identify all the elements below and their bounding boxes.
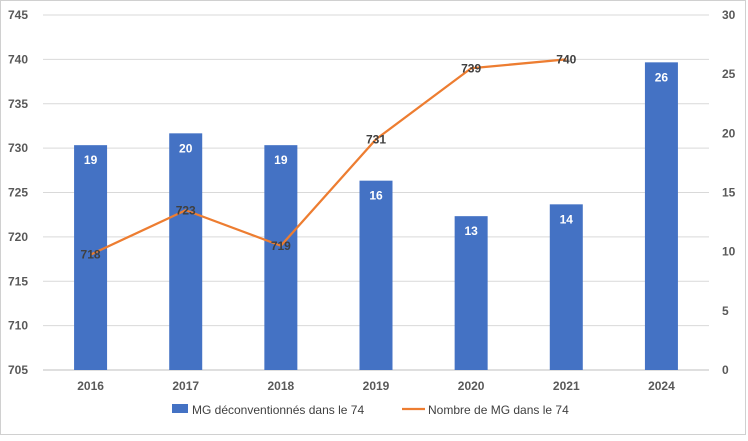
axes: 705 710 715 720 725 730 735 740 745 0 5 10 15 20 25 30 2…: [8, 8, 736, 393]
line-value-label: 718: [81, 248, 101, 262]
y-left-tick-label: 710: [8, 319, 28, 333]
legend-label-line: Nombre de MG dans le 74: [428, 403, 569, 417]
x-tick-label: 2019: [363, 379, 390, 393]
line-value-label: 731: [366, 132, 386, 146]
bar-value-label: 26: [655, 70, 669, 84]
line-value-label: 723: [176, 203, 196, 217]
bar: [454, 216, 488, 370]
bar: [169, 133, 203, 370]
y-left-tick-label: 705: [8, 363, 28, 377]
bar: [549, 204, 583, 370]
x-tick-label: 2020: [458, 379, 485, 393]
y-right-tick-label: 20: [722, 126, 736, 140]
y-right-tick-label: 25: [722, 67, 736, 81]
bar-value-label: 19: [84, 153, 98, 167]
legend-label-bars: MG déconventionnés dans le 74: [192, 403, 364, 417]
bar-value-label: 16: [369, 189, 383, 203]
y-right-tick-label: 5: [722, 304, 729, 318]
bar: [359, 180, 393, 370]
y-left-tick-label: 720: [8, 230, 28, 244]
y-left-tick-label: 740: [8, 52, 28, 66]
y-left-tick-label: 725: [8, 186, 28, 200]
y-right-tick-label: 10: [722, 245, 736, 259]
bar-series: [74, 62, 678, 370]
series-line: [90, 58, 567, 256]
y-left-tick-label: 745: [8, 8, 28, 22]
line-value-label: 739: [461, 61, 481, 75]
legend-swatch-bars: [172, 404, 188, 413]
y-left-tick-label: 735: [8, 97, 28, 111]
y-left-tick-label: 730: [8, 141, 28, 155]
y-right-tick-label: 15: [722, 186, 736, 200]
y-right-tick-label: 30: [722, 8, 736, 22]
data-labels: 19 20 19 16 13 14 26 718 723 719 731 739 740: [81, 52, 669, 261]
bar: [74, 145, 108, 370]
bar: [644, 62, 678, 370]
x-tick-label: 2021: [553, 379, 580, 393]
y-left-tick-label: 715: [8, 274, 28, 288]
bar-value-label: 14: [560, 212, 574, 226]
x-tick-label: 2016: [77, 379, 104, 393]
bar-value-label: 19: [274, 153, 288, 167]
x-tick-label: 2018: [268, 379, 295, 393]
line-value-label: 719: [271, 239, 291, 253]
line-series: [90, 58, 567, 256]
legend: MG déconventionnés dans le 74 Nombre de M…: [172, 403, 569, 417]
y-right-tick-label: 0: [722, 363, 729, 377]
line-value-label: 740: [556, 52, 576, 66]
bar-value-label: 20: [179, 141, 193, 155]
x-tick-label: 2024: [648, 379, 675, 393]
bar: [264, 145, 298, 370]
x-tick-label: 2017: [172, 379, 199, 393]
bar-value-label: 13: [464, 224, 478, 238]
